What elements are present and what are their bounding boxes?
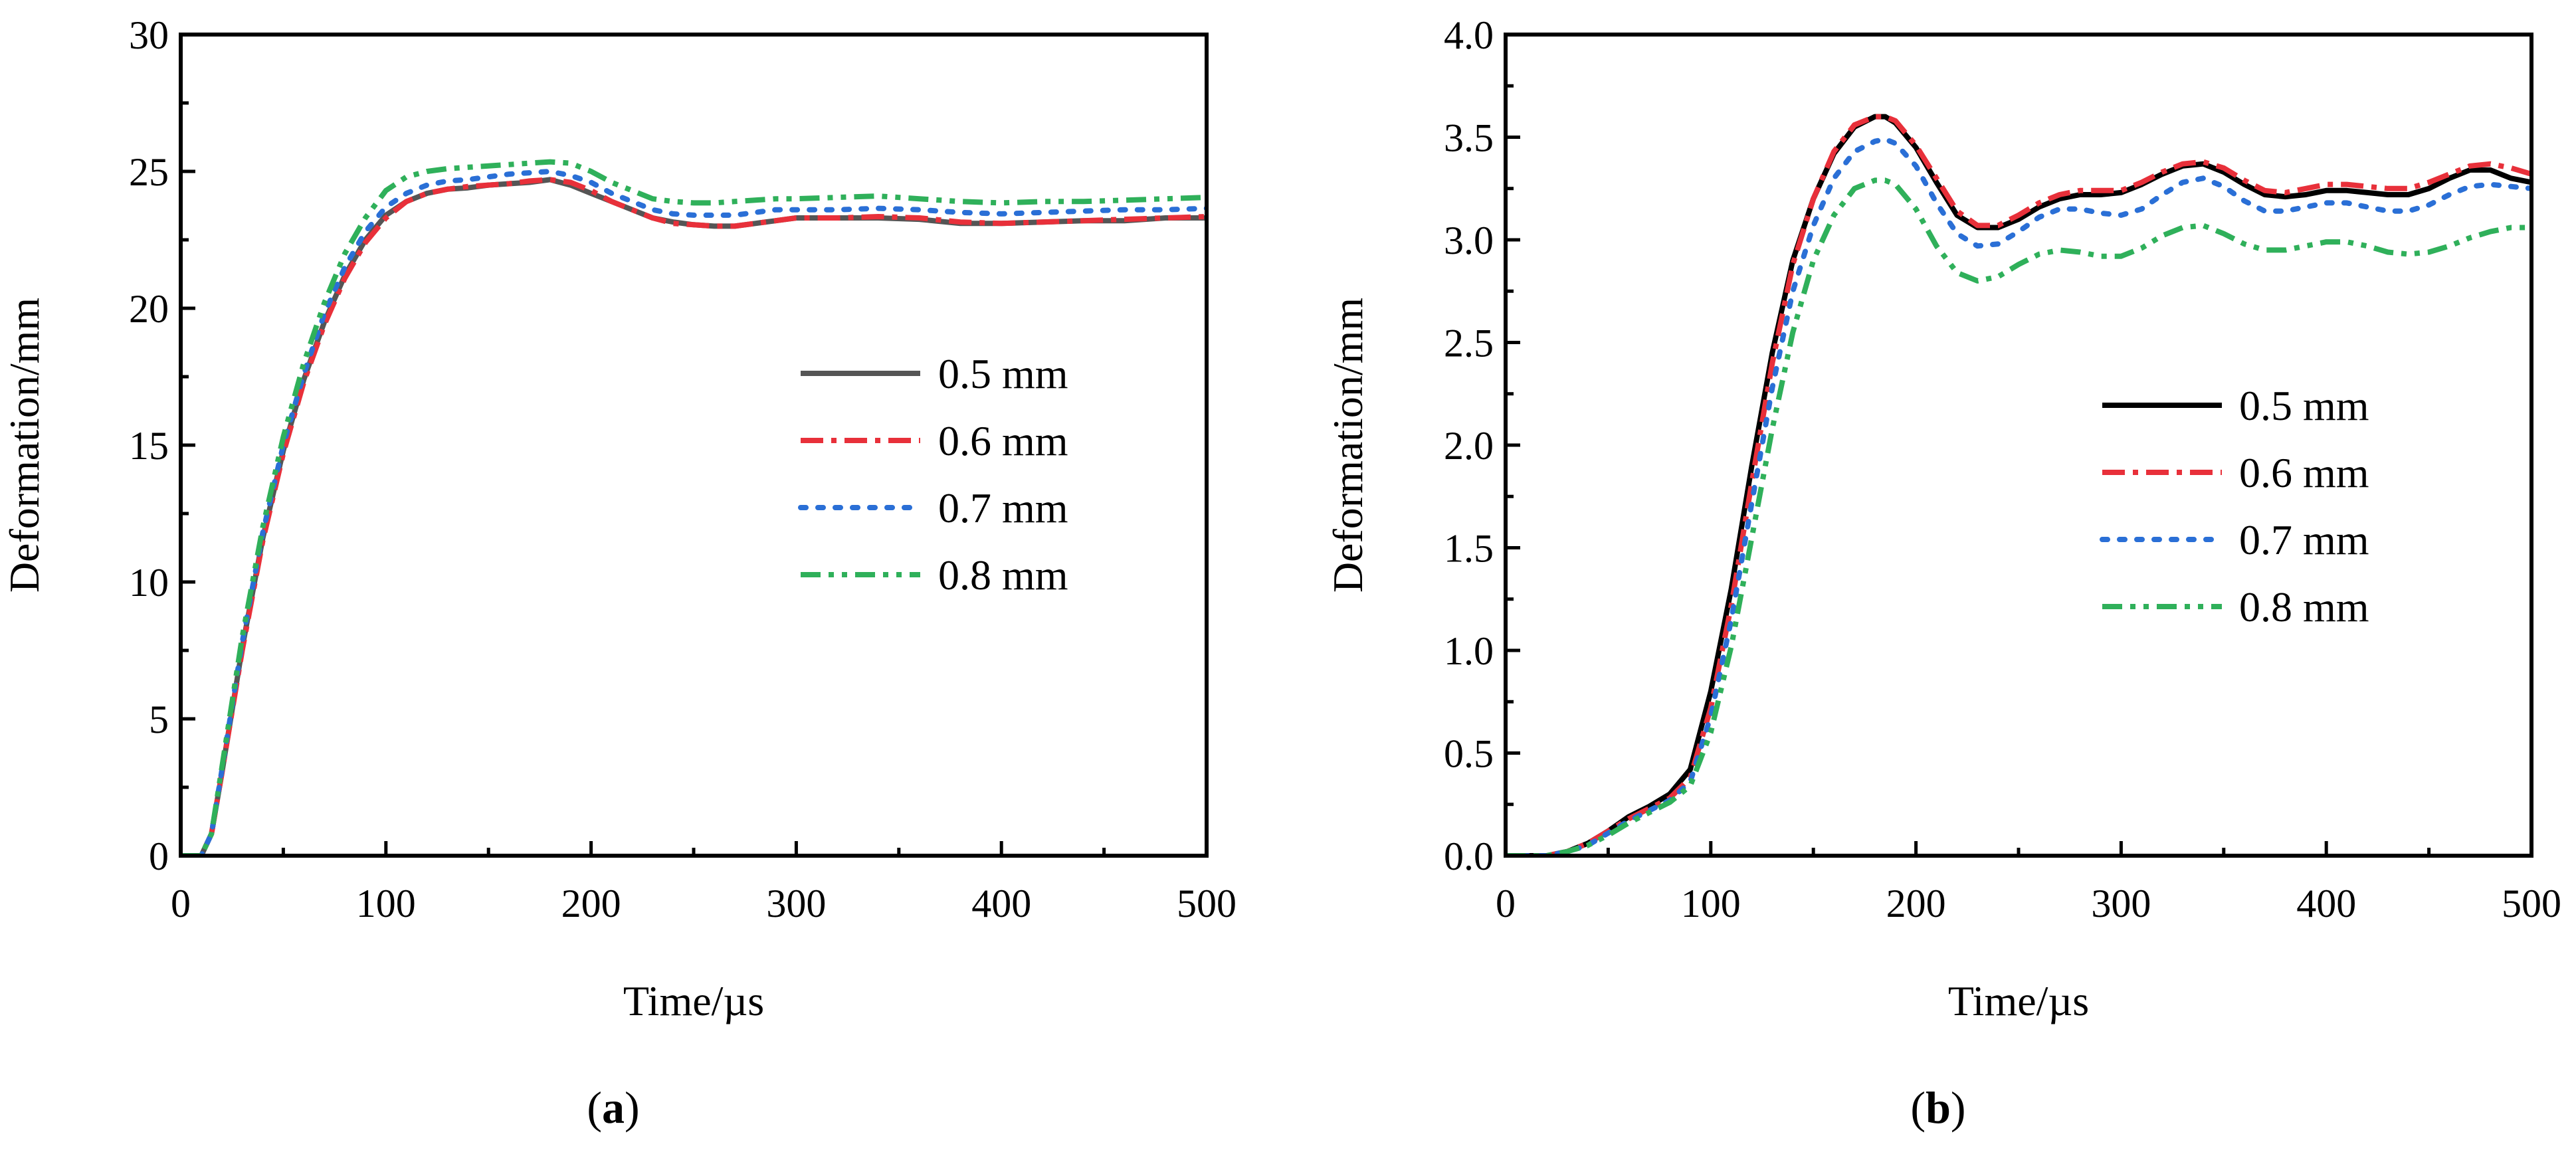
chart-b-y-tick-label: 3.5 (1444, 116, 1494, 160)
chart-a-series-line-2 (181, 177, 1207, 856)
chart-a-y-tick-label: 0 (149, 834, 169, 878)
chart-a-y-tick-label: 20 (129, 287, 169, 331)
chart-a-legend-label-4: 0.8 mm (938, 551, 1068, 599)
chart-a-legend-label-2: 0.6 mm (938, 417, 1068, 464)
chart-b-legend-label-4: 0.8 mm (2239, 583, 2369, 630)
chart-a-x-tick-label: 300 (766, 882, 826, 925)
chart-b-series-line-2 (1506, 114, 2531, 856)
chart-a-y-tick-label: 25 (129, 150, 169, 194)
chart-panel-b: 0 100 200 300 400 500 0.0 0.5 1.0 1.5 2.0 2.5 3.0 3.5… (1324, 13, 2561, 1133)
chart-b-y-tick-label: 2.0 (1444, 424, 1494, 468)
chart-a-legend-label-1: 0.5 mm (938, 350, 1068, 397)
chart-panel-a: 0 100 200 300 400 500 0 5 10 15 20 25 30 Time/µs Defor… (1, 13, 1237, 1133)
chart-b-x-tick-label: 300 (2091, 882, 2151, 925)
chart-b-x-axis-title: Time/µs (1948, 977, 2089, 1024)
chart-b-y-tick-label: 0.0 (1444, 834, 1494, 878)
chart-b-legend-label-3: 0.7 mm (2239, 516, 2369, 563)
chart-a-x-tick-label: 400 (971, 882, 1031, 925)
chart-b-series-line-3 (1506, 136, 2531, 856)
chart-b-series-line-4 (1506, 177, 2531, 856)
chart-b-x-tick-label: 400 (2296, 882, 2356, 925)
chart-b-y-tick-label: 1.0 (1444, 629, 1494, 673)
chart-b-plot-frame (1504, 33, 2533, 858)
chart-a-x-tick-label: 200 (561, 882, 621, 925)
chart-a-x-axis-title: Time/µs (623, 977, 764, 1024)
chart-b-y-tick-label: 3.0 (1444, 219, 1494, 262)
chart-a-caption: (a) (587, 1082, 639, 1133)
chart-b-legend-label-2: 0.6 mm (2239, 449, 2369, 496)
chart-a-series-line-4 (181, 159, 1207, 856)
chart-a-x-tick-label: 500 (1177, 882, 1237, 925)
chart-b-y-tick-label: 1.5 (1444, 527, 1494, 571)
chart-b-series-line-1 (1506, 114, 2531, 856)
chart-b-x-tick-label: 100 (1681, 882, 1741, 925)
chart-a-legend-label-3: 0.7 mm (938, 484, 1068, 531)
chart-b-caption: (b) (1910, 1082, 1965, 1133)
chart-b-y-tick-label: 2.5 (1444, 322, 1494, 365)
chart-a-x-tick-label: 0 (171, 882, 191, 925)
chart-a-y-tick-label: 15 (129, 424, 169, 468)
chart-b-y-axis-title: Deformation/mm (1324, 298, 1371, 593)
chart-a-x-tick-label: 100 (356, 882, 416, 925)
chart-a-y-tick-label: 30 (129, 13, 169, 57)
chart-a-y-tick-label: 5 (149, 698, 169, 741)
chart-a-y-axis-title: Deformation/mm (1, 298, 48, 593)
chart-a-series-line-3 (181, 169, 1207, 856)
chart-b-x-tick-label: 200 (1886, 882, 1946, 925)
chart-b-y-tick-label: 4.0 (1444, 13, 1494, 57)
chart-b-x-tick-label: 0 (1496, 882, 1516, 925)
chart-a-y-tick-label: 10 (129, 561, 169, 605)
chart-b-legend-label-1: 0.5 mm (2239, 382, 2369, 429)
chart-b-x-tick-label: 500 (2502, 882, 2561, 925)
chart-b-y-tick-label: 0.5 (1444, 732, 1494, 776)
